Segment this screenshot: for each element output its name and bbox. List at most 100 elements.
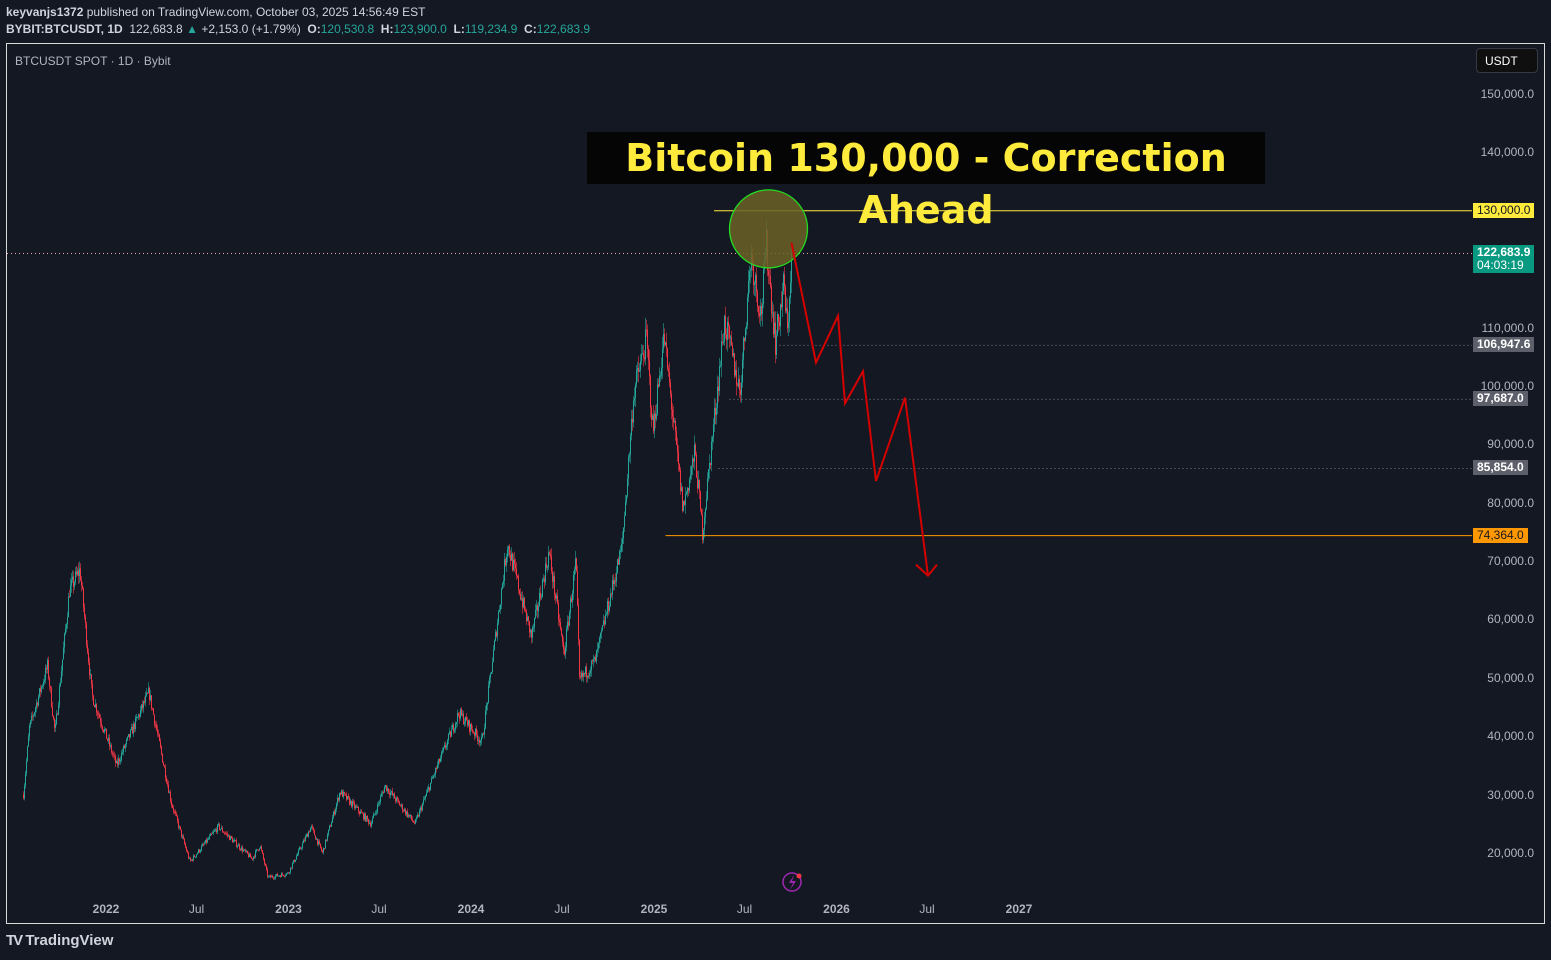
candle-body [612,580,613,595]
candle-body [408,814,409,817]
candle-body [148,687,149,694]
candle-body [646,329,647,331]
y-tick-label: 80,000.0 [1487,495,1534,510]
candle-body [261,846,262,851]
candle-body [576,558,577,572]
candle-body [522,598,523,608]
candle-body [560,622,561,629]
candle-body [499,609,500,612]
candle-body [367,815,368,820]
candle-body [345,793,346,795]
candle-body [354,802,355,808]
candle-body [734,353,735,376]
candle-body [602,625,603,631]
candle-body [469,720,470,732]
candle-body [440,758,441,762]
candle-body [580,676,581,678]
candle-body [606,614,607,616]
candle-body [360,811,361,814]
candle-body [763,269,764,305]
candle-body [236,840,237,847]
candle-body [444,745,445,748]
candle-body [435,768,436,775]
publisher-name[interactable]: keyvanjs1372 [6,5,84,19]
candle-body [709,462,710,470]
candle-body [745,328,746,341]
candle-body [267,869,268,877]
candle-countdown: 04:03:19 [1477,258,1524,273]
candle-body [512,553,513,571]
high-value: 123,900.0 [393,22,447,36]
candle-body [676,431,677,445]
candle-body [521,598,522,600]
candle-body [348,795,349,798]
candle-body [232,838,233,843]
candle-body [243,849,244,852]
candle-body [566,628,567,648]
chart-frame[interactable] [6,43,1545,924]
candle-body [486,705,487,711]
candle-body [496,632,497,637]
candle-body [72,576,73,580]
candle-body [430,782,431,791]
candle-body [157,729,158,734]
candle-body [333,811,334,818]
candle-body [83,588,84,608]
candle-body [362,812,363,814]
candle-body [771,286,772,314]
candle-body [663,333,664,349]
y-tick-label: 40,000.0 [1487,729,1534,744]
candle-body [480,740,481,743]
candle-body [706,499,707,509]
open-value: 120,530.8 [320,22,375,36]
candle-body [387,788,388,791]
candle-body [122,752,123,754]
candle-body [520,593,521,600]
candle-body [177,815,178,821]
candle-body [93,695,94,706]
candle-body [193,855,194,861]
candle-body [436,768,437,770]
candle-body [696,454,697,478]
candle-body [54,718,55,728]
candle-body [455,723,456,730]
currency-button[interactable]: USDT [1476,48,1538,73]
candle-body [34,712,35,716]
lightning-icon [782,872,802,892]
candle-body [677,444,678,452]
candle-body [599,637,600,643]
candle-body [185,843,186,848]
candle-body [293,860,294,864]
candle-body [718,386,719,392]
candle-body [251,857,252,859]
low-label: L: [453,22,465,36]
candle-body [690,474,691,480]
candle-body [672,409,673,417]
candle-body [401,804,402,806]
candle-body [747,297,748,326]
candle-body [692,458,693,467]
candle-body [558,603,559,620]
candle-body [114,755,115,757]
candle-body [679,463,680,470]
candle-body [604,620,605,625]
candle-body [468,720,469,726]
candle-body [419,810,420,817]
candle-body [530,629,531,633]
candle-body [729,326,730,338]
candle-body [656,414,657,420]
candle-body [321,847,322,851]
candle-body [162,753,163,763]
candle-body [726,334,727,341]
candle-body [542,579,543,598]
candle-body [475,728,476,736]
candle-body [198,849,199,853]
candle-body [750,269,751,272]
candle-body [33,715,34,717]
candle-body [107,738,108,741]
tradingview-logo-icon[interactable]: TV TradingView [6,932,114,949]
candle-body [769,275,770,277]
candle-body [651,407,652,420]
symbol: BYBIT:BTCUSDT, 1D [6,22,123,36]
